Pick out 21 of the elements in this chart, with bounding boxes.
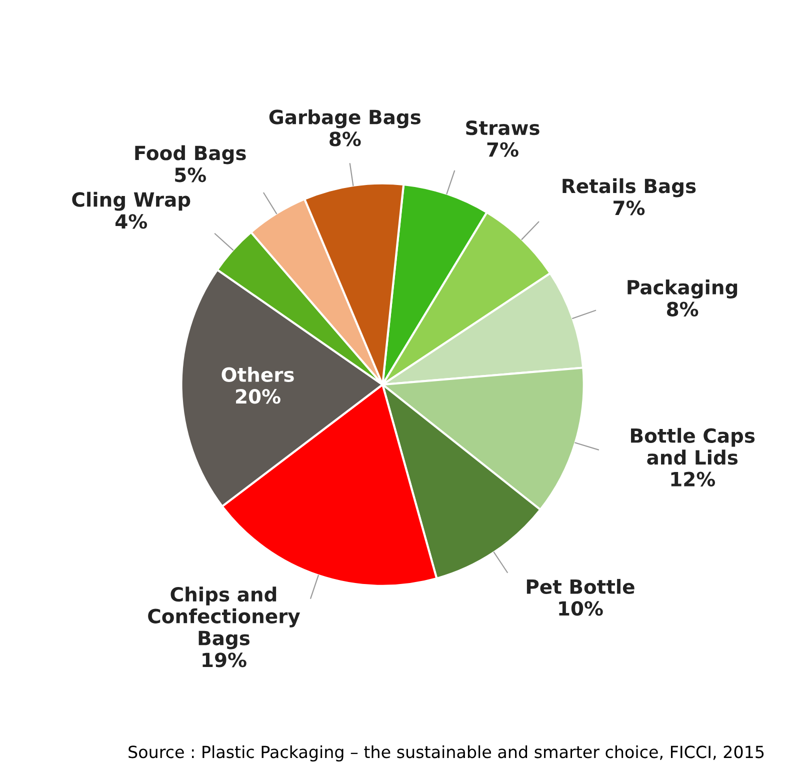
data-label: 19% xyxy=(202,652,246,668)
slice-label: Straws xyxy=(466,120,540,136)
slice-label: Packaging xyxy=(628,280,738,298)
slice-label: Garbage Bags xyxy=(269,109,421,128)
slice-label: Food Bags xyxy=(135,145,246,164)
data-label: 10% xyxy=(559,601,603,616)
slice-label: Pet Bottle xyxy=(526,578,634,594)
data-label: 5% xyxy=(175,168,206,182)
source-note: Source : Plastic Packaging – the sustainable and smarter choice, FICCI, 2015 xyxy=(128,745,764,762)
slice-label: Bottle Caps and Lids xyxy=(631,428,755,465)
data-label: 12% xyxy=(671,472,716,487)
data-label: 7% xyxy=(487,142,518,157)
data-label: 8% xyxy=(330,132,361,146)
slice-label: Cling Wrap xyxy=(72,192,190,211)
data-label: 20% xyxy=(236,389,280,404)
data-label: 7% xyxy=(614,200,645,216)
slice-label: Retails Bags xyxy=(562,178,696,198)
slice-label: Others xyxy=(222,366,294,382)
slice-label: Chips and Confectionery Bags xyxy=(148,586,300,650)
data-label: 4% xyxy=(116,214,148,229)
data-label: 8% xyxy=(666,302,698,316)
